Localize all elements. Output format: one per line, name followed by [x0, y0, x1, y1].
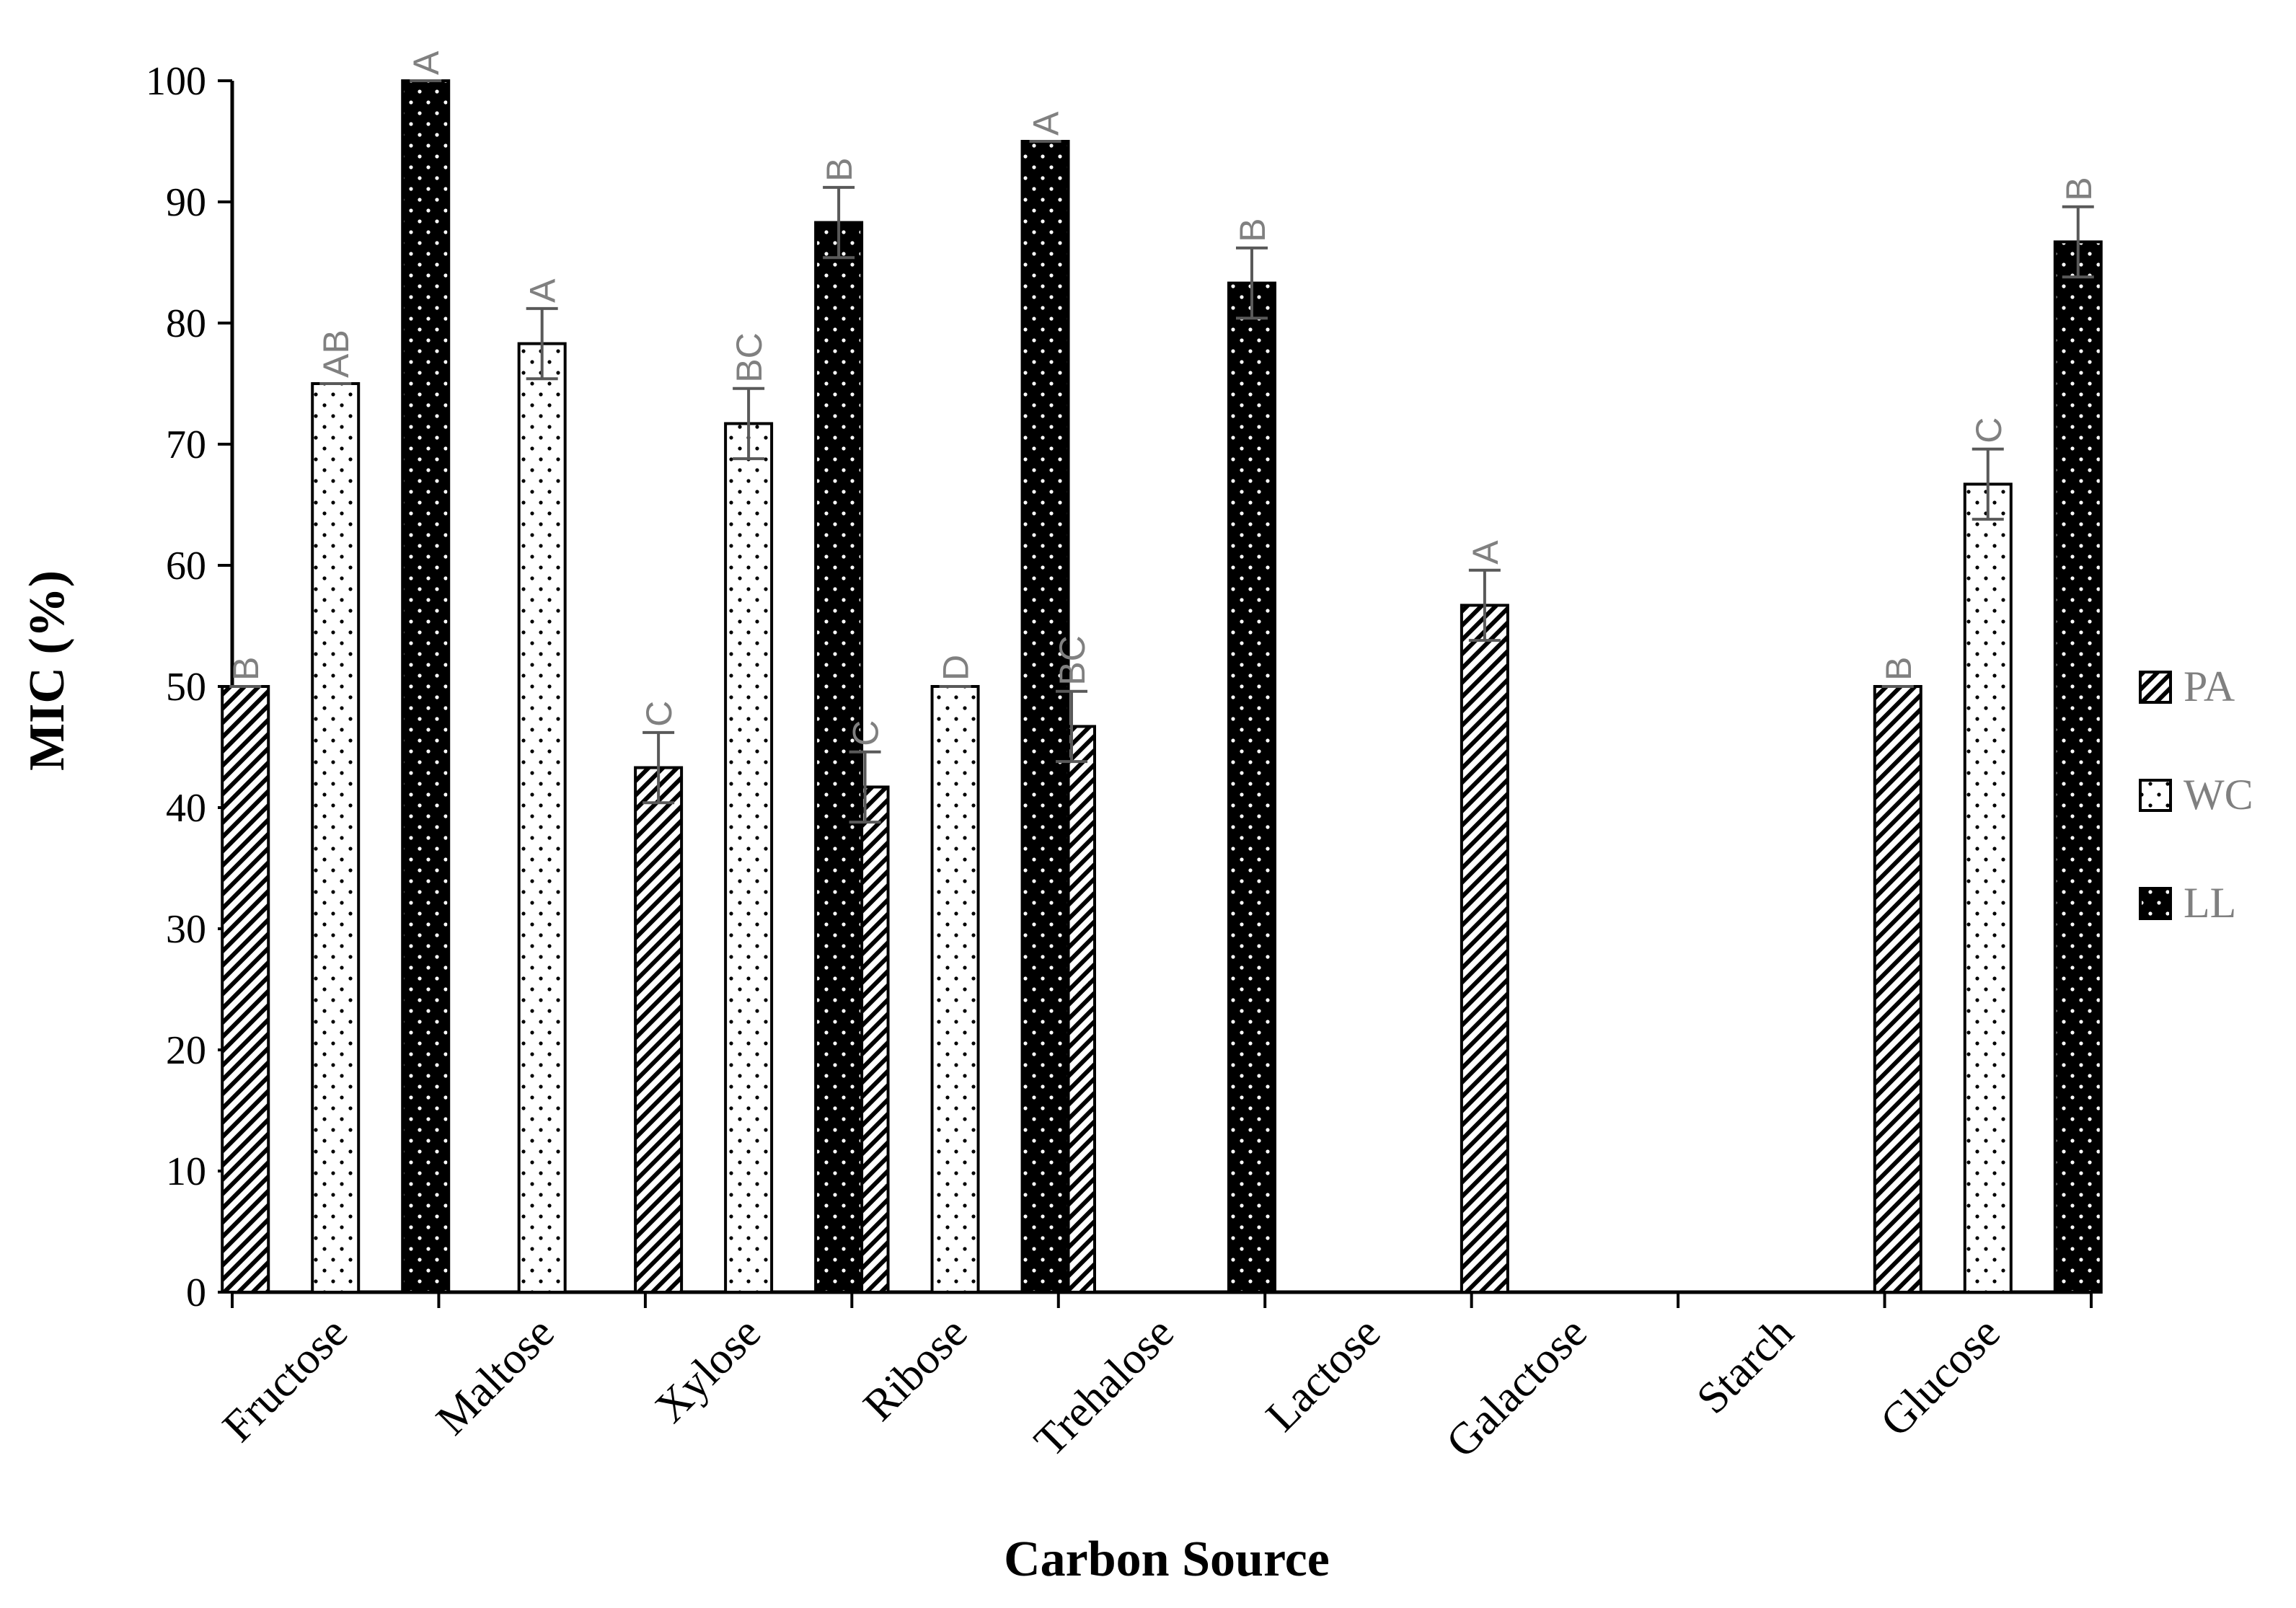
- y-tick-label: 0: [186, 1271, 206, 1315]
- bars: [221, 79, 2103, 1294]
- bar-pa-glucose: [1873, 685, 1922, 1294]
- bar-pa-fructose: [221, 685, 270, 1294]
- significance-letter: AB: [316, 330, 356, 378]
- y-tick-label: 90: [166, 180, 206, 225]
- x-tick-label-xylose: Xylose: [646, 1308, 770, 1432]
- bar-ll-trehalose: [1227, 281, 1276, 1294]
- significance-letter: B: [226, 657, 266, 681]
- y-axis-title: MIC (%): [19, 570, 75, 771]
- significance-letter: B: [2059, 177, 2099, 200]
- bar-pa-xylose: [634, 766, 684, 1294]
- x-tick-label-starch: Starch: [1687, 1308, 1803, 1423]
- bar-ll-glucose: [2053, 240, 2103, 1294]
- significance-letter: C: [1969, 418, 2009, 443]
- significance-letter: A: [523, 278, 563, 303]
- x-tick-label-ribose: Ribose: [855, 1308, 977, 1431]
- bar-wc-ribose: [930, 685, 980, 1294]
- legend-label-wc: WC: [2184, 771, 2253, 818]
- significance-letter: BC: [729, 332, 769, 382]
- significance-letter: B: [1878, 657, 1919, 681]
- bar-ll-xylose: [814, 221, 864, 1294]
- x-axis: Fructose Maltose Xylose Ribose Trehalose Lact…: [213, 1290, 2093, 1467]
- legend-swatch-wc: [2139, 779, 2172, 812]
- significance-letter: B: [819, 157, 860, 181]
- significance-letter: A: [406, 50, 446, 75]
- legend-swatch-ll: [2139, 887, 2172, 920]
- y-tick-label: 50: [166, 665, 206, 710]
- legend: PA WC LL: [2139, 663, 2253, 927]
- bar-wc-xylose: [724, 422, 774, 1294]
- y-tick-label: 60: [166, 544, 206, 588]
- x-tick-label-glucose: Glucose: [1871, 1308, 2010, 1446]
- significance-letter: A: [1465, 540, 1506, 565]
- bar-wc-fructose: [311, 382, 361, 1294]
- y-tick-label: 100: [146, 59, 206, 104]
- error-bars: [229, 79, 2094, 824]
- bar-pa-galactose: [1460, 604, 1509, 1294]
- y-tick-label: 40: [166, 786, 206, 831]
- bar-wc-maltose: [517, 342, 567, 1294]
- x-tick-label-fructose: Fructose: [213, 1308, 357, 1452]
- x-tick-label-lactose: Lactose: [1257, 1308, 1390, 1441]
- legend-label-pa: PA: [2184, 663, 2235, 710]
- x-tick-label-trehalose: Trehalose: [1025, 1308, 1183, 1466]
- y-tick-label: 10: [166, 1149, 206, 1194]
- significance-letter: D: [936, 655, 976, 681]
- bar-ll-ribose: [1020, 140, 1070, 1294]
- legend-swatch-pa: [2139, 671, 2172, 704]
- bar-ll-fructose: [401, 79, 451, 1294]
- significance-letter: BC: [1052, 635, 1092, 685]
- y-tick-label: 80: [166, 301, 206, 346]
- y-tick-label: 20: [166, 1028, 206, 1073]
- significance-letter: C: [846, 720, 886, 746]
- significance-letter: C: [639, 701, 679, 727]
- legend-label-ll: LL: [2184, 879, 2236, 927]
- significance-letter: B: [1232, 218, 1273, 242]
- x-axis-title: Carbon Source: [1004, 1532, 1330, 1587]
- significance-letter: A: [1026, 111, 1067, 136]
- y-tick-label: 30: [166, 907, 206, 952]
- bar-wc-glucose: [1963, 482, 2013, 1294]
- x-tick-label-galactose: Galactose: [1437, 1308, 1597, 1467]
- y-axis: 0 10 20 30 40 50 60 70 80 90 100: [146, 59, 234, 1315]
- x-tick-label-maltose: Maltose: [427, 1308, 563, 1444]
- y-tick-label: 70: [166, 423, 206, 467]
